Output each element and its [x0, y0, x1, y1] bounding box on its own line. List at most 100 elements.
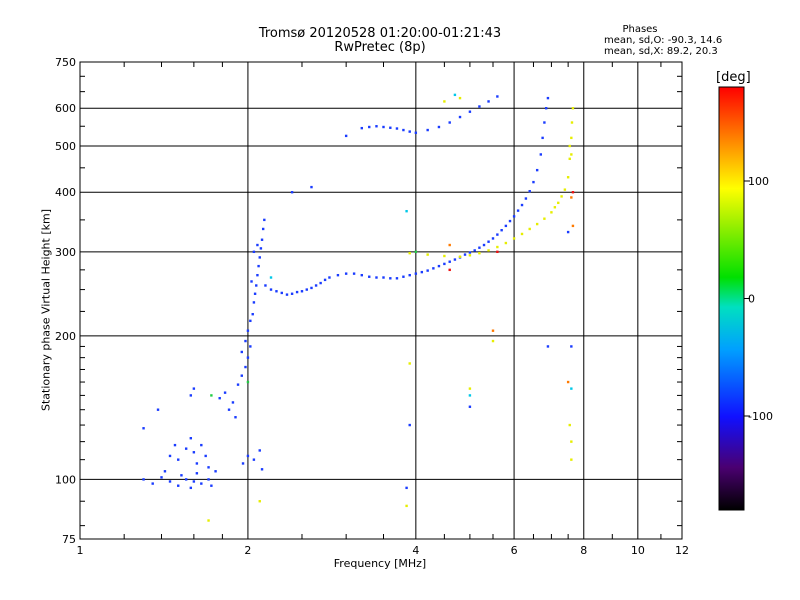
x-tick-label: 12: [675, 544, 689, 557]
data-point: [352, 272, 356, 275]
data-point: [402, 275, 405, 278]
data-point: [244, 339, 247, 343]
data-point: [177, 458, 180, 461]
data-point: [408, 273, 411, 277]
data-point: [246, 356, 250, 359]
data-point: [491, 339, 495, 343]
data-point: [251, 312, 254, 316]
data-point: [336, 273, 340, 277]
data-point: [184, 447, 188, 450]
data-point: [249, 345, 252, 348]
data-point: [234, 416, 237, 419]
data-point: [570, 387, 573, 390]
data-point: [443, 262, 446, 266]
data-point: [389, 277, 392, 280]
chart-subtitle: RwPretec (8p): [334, 40, 426, 55]
colorbar-tick-label: 100: [748, 175, 769, 188]
data-point: [375, 125, 378, 128]
data-point: [491, 237, 495, 240]
data-point: [323, 278, 327, 282]
data-point: [310, 286, 313, 290]
data-point: [260, 468, 264, 471]
data-point: [255, 284, 258, 287]
phase-stats-x: mean, sd,X: 89.2, 20.3: [604, 46, 718, 57]
data-point: [160, 476, 163, 479]
data-point: [504, 224, 508, 228]
data-point: [458, 255, 462, 258]
data-point: [252, 250, 256, 254]
colorbar-tick-label: 0: [748, 293, 755, 306]
data-point: [300, 290, 304, 293]
data-point: [571, 224, 575, 228]
plot-frame: [79, 61, 683, 540]
data-point: [252, 301, 256, 304]
data-point: [405, 504, 408, 508]
data-point: [496, 245, 499, 249]
data-point: [508, 219, 512, 223]
data-point: [189, 394, 193, 397]
data-point: [236, 383, 240, 386]
data-point: [142, 478, 145, 481]
data-point: [344, 272, 348, 275]
data-point: [516, 209, 520, 212]
data-point: [468, 254, 472, 257]
data-point: [458, 115, 462, 119]
y-axis-label: Stationary phase Virtual Height [km]: [39, 208, 53, 412]
data-point: [426, 253, 429, 256]
data-point: [207, 519, 210, 522]
data-point: [264, 284, 267, 287]
data-point: [200, 443, 203, 447]
data-point: [496, 250, 499, 254]
data-point: [570, 440, 573, 443]
data-point: [426, 269, 429, 272]
data-point: [512, 215, 516, 218]
data-points: [142, 93, 575, 522]
data-point: [295, 290, 299, 294]
data-point: [244, 365, 247, 369]
data-point: [168, 454, 172, 458]
data-point: [496, 95, 499, 98]
data-point: [557, 201, 560, 205]
data-point: [344, 134, 348, 138]
x-tick-label: 1: [77, 544, 84, 557]
data-point: [414, 250, 418, 254]
data-point: [566, 230, 570, 234]
y-tick-label: 500: [55, 140, 76, 153]
data-point: [290, 191, 294, 194]
data-point: [192, 480, 196, 483]
data-point: [550, 211, 553, 214]
colorbar: [718, 86, 745, 511]
y-tick-label: 75: [62, 533, 76, 546]
data-point: [200, 482, 203, 485]
data-point: [468, 387, 472, 390]
data-point: [570, 345, 573, 348]
data-point: [543, 217, 546, 220]
y-tick-label: 200: [55, 330, 76, 343]
data-point: [246, 380, 250, 384]
data-point: [192, 387, 196, 390]
data-point: [269, 288, 273, 291]
data-point: [285, 293, 289, 296]
data-point: [468, 405, 472, 408]
data-point: [151, 482, 154, 485]
data-point: [563, 188, 567, 191]
data-point: [541, 136, 544, 140]
data-point: [173, 443, 177, 447]
data-point: [395, 127, 399, 130]
data-point: [568, 157, 571, 161]
data-point: [210, 394, 213, 397]
data-point: [543, 121, 546, 124]
y-tick-label: 100: [55, 473, 76, 486]
data-point: [246, 329, 250, 332]
data-point: [437, 125, 441, 129]
data-point: [512, 237, 516, 240]
colorbar-label: [deg]: [716, 70, 751, 85]
data-point: [382, 125, 385, 129]
data-point: [443, 100, 446, 103]
x-tick-label: 6: [511, 544, 518, 557]
data-point: [468, 110, 472, 113]
data-point: [414, 272, 418, 275]
data-point: [259, 247, 263, 250]
data-point: [328, 276, 331, 279]
data-point: [207, 478, 210, 481]
